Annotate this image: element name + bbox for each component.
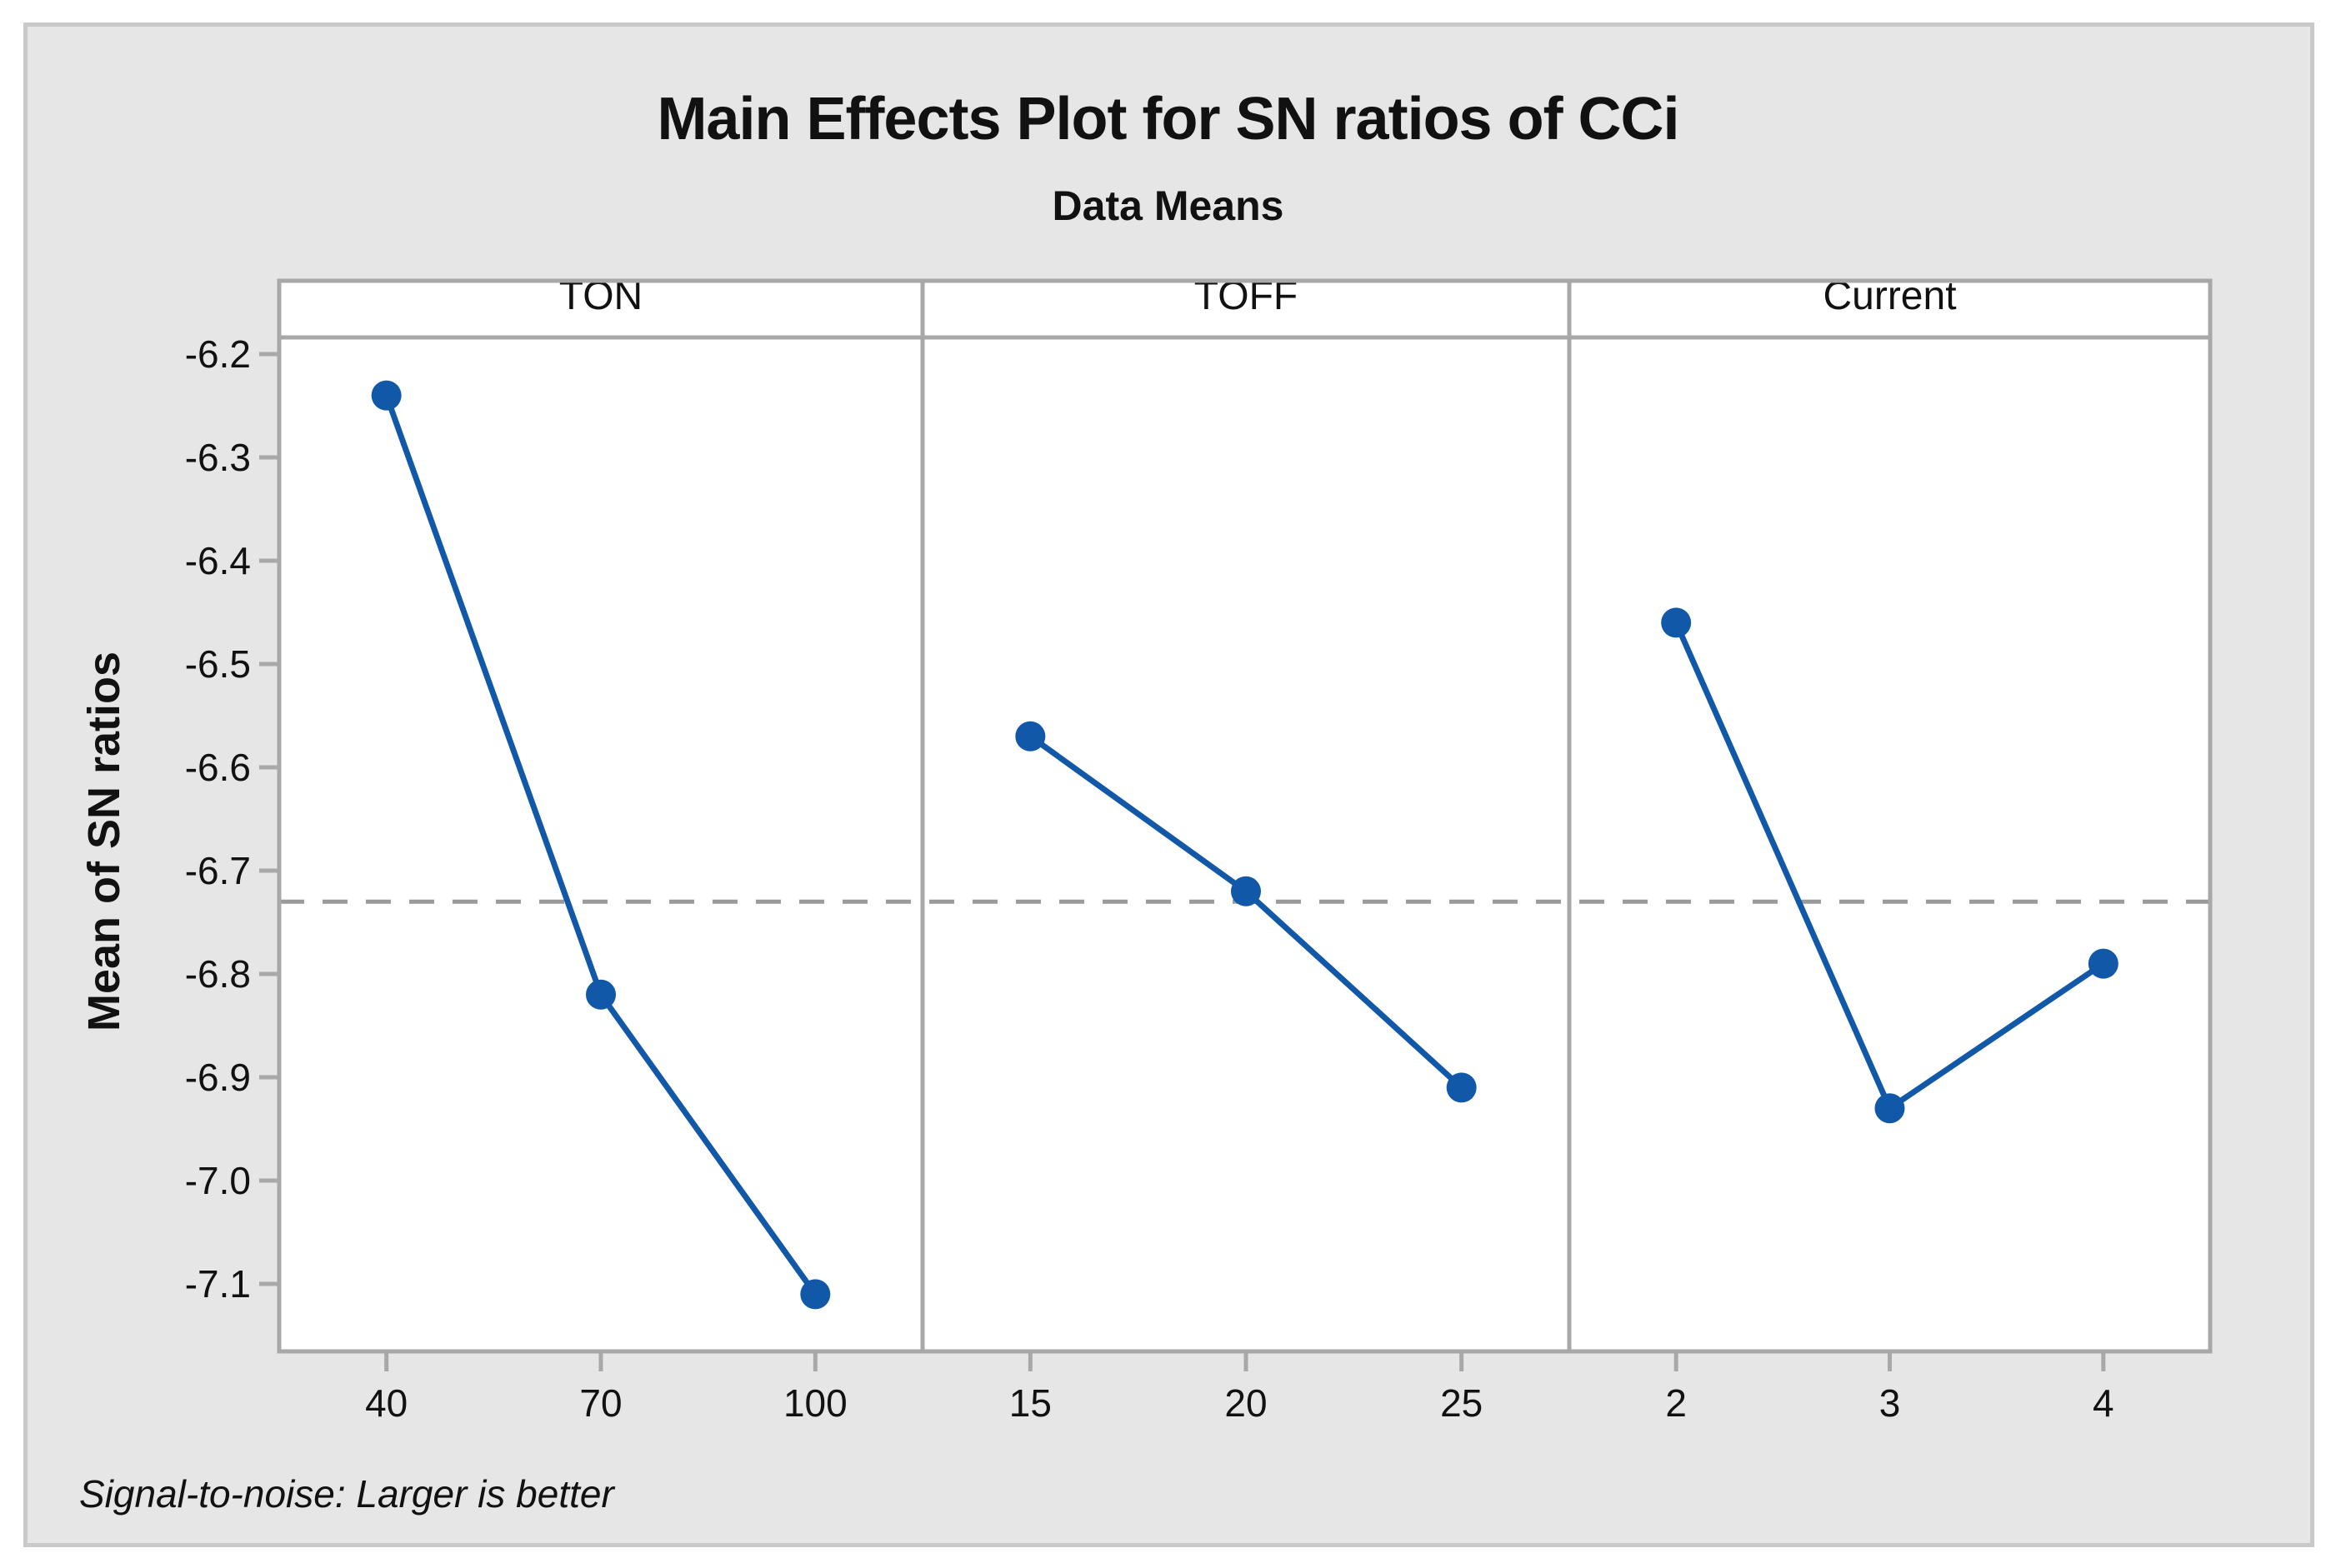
- y-tick-label: -6.3: [185, 436, 251, 479]
- signal-to-noise-note: Signal-to-noise: Larger is better: [79, 1472, 614, 1516]
- y-tick-label: -7.1: [185, 1262, 251, 1306]
- chart-title: Main Effects Plot for SN ratios of CCi: [657, 86, 1679, 152]
- y-tick-label: -6.4: [185, 539, 251, 582]
- data-point: [1446, 1072, 1477, 1103]
- x-tick-label: 3: [1879, 1381, 1901, 1425]
- data-point: [1661, 607, 1692, 638]
- x-tick-label: 2: [1665, 1381, 1687, 1425]
- x-tick-label: 40: [365, 1381, 408, 1425]
- y-tick-label: -6.7: [185, 849, 251, 892]
- y-tick-label: -6.6: [185, 746, 251, 789]
- data-point: [2088, 948, 2118, 979]
- x-tick-label: 4: [2093, 1381, 2114, 1425]
- data-point: [371, 380, 402, 411]
- y-tick-label: -6.2: [185, 332, 251, 376]
- plot-background: [279, 281, 2210, 1351]
- x-tick-label: 25: [1440, 1381, 1483, 1425]
- data-point: [1231, 876, 1261, 906]
- x-tick-label: 20: [1224, 1381, 1267, 1425]
- x-tick-label: 15: [1009, 1381, 1052, 1425]
- data-point: [800, 1279, 831, 1310]
- y-tick-label: -6.9: [185, 1056, 251, 1099]
- x-tick-label: 70: [579, 1381, 622, 1425]
- y-tick-label: -7.0: [185, 1159, 251, 1202]
- chart-subtitle: Data Means: [1052, 182, 1284, 229]
- data-point: [1015, 721, 1046, 752]
- y-tick-label: -6.8: [185, 952, 251, 996]
- data-point: [586, 979, 616, 1010]
- y-tick-label: -6.5: [185, 642, 251, 686]
- x-tick-label: 100: [783, 1381, 848, 1425]
- data-point: [1874, 1093, 1905, 1124]
